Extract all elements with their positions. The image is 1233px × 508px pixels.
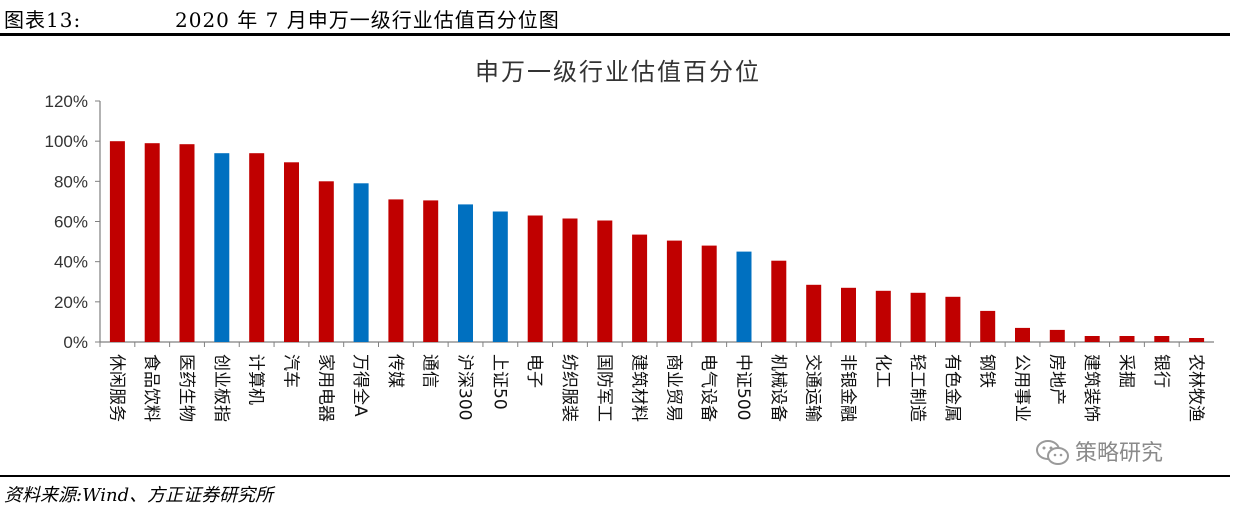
bar-休闲服务 xyxy=(109,141,125,342)
x-tick-label: 传媒 xyxy=(385,354,405,388)
watermark-text: 策略研究 xyxy=(1075,441,1164,466)
bar-机械设备 xyxy=(771,260,787,342)
x-tick-label: 上证50 xyxy=(489,354,509,410)
x-tick-label: 有色金属 xyxy=(942,354,962,422)
x-tick-label: 纺织服装 xyxy=(559,354,579,422)
x-tick-label: 银行 xyxy=(1151,354,1171,388)
bar-采掘 xyxy=(1119,336,1135,342)
bar-交通运输 xyxy=(806,284,822,342)
x-tick-label: 沪深300 xyxy=(455,354,475,420)
y-tick-label: 60% xyxy=(54,213,88,232)
source-note: 资料来源:Wind、方正证券研究所 xyxy=(4,485,274,506)
x-tick-label: 休闲服务 xyxy=(106,354,126,422)
y-tick-label: 100% xyxy=(45,132,88,151)
bar-建筑材料 xyxy=(632,234,648,342)
bar-万得全A xyxy=(353,183,369,342)
bar-计算机 xyxy=(249,153,265,342)
bar-化工 xyxy=(875,290,891,342)
x-tick-label: 商业贸易 xyxy=(663,354,683,422)
x-tick-label: 家用电器 xyxy=(315,354,335,422)
bar-商业贸易 xyxy=(666,240,682,342)
bar-农林牧渔 xyxy=(1189,338,1205,342)
x-tick-label: 中证500 xyxy=(733,354,753,420)
chart-title: 申万一级行业估值百分位 xyxy=(475,58,761,86)
y-tick-label: 0% xyxy=(63,333,88,352)
bar-通信 xyxy=(423,200,439,342)
bar-电气设备 xyxy=(701,245,717,342)
x-tick-label: 通信 xyxy=(420,354,440,388)
bar-沪深300 xyxy=(458,204,473,342)
bar-医药生物 xyxy=(179,144,195,342)
x-tick-label: 计算机 xyxy=(246,354,266,405)
bar-有色金属 xyxy=(945,296,961,342)
bar-传媒 xyxy=(388,199,404,342)
bar-中证500 xyxy=(736,251,752,342)
bar-银行 xyxy=(1154,336,1170,342)
x-tick-label: 电子 xyxy=(524,354,544,388)
x-tick-label: 房地产 xyxy=(1046,354,1066,405)
x-tick-label: 机械设备 xyxy=(768,354,788,422)
figure-title: 2020 年 7 月申万一级行业估值百分位图 xyxy=(175,8,560,32)
x-tick-label: 国防军工 xyxy=(594,354,614,422)
x-tick-label: 轻工制造 xyxy=(907,354,927,422)
top-rule xyxy=(0,33,1230,36)
y-tick-label: 80% xyxy=(54,172,88,191)
figure-header: 图表13: 2020 年 7 月申万一级行业估值百分位图 xyxy=(0,0,1233,34)
x-tick-label: 公用事业 xyxy=(1012,354,1032,422)
bar-建筑装饰 xyxy=(1084,336,1100,342)
bar-国防军工 xyxy=(597,220,613,342)
x-tick-label: 建筑装饰 xyxy=(1081,354,1101,422)
x-tick-label: 交通运输 xyxy=(803,354,823,422)
x-tick-label: 万得全A xyxy=(350,354,370,417)
x-tick-label: 非银金融 xyxy=(838,354,858,422)
bar-轻工制造 xyxy=(910,292,926,342)
wechat-icon xyxy=(1036,440,1069,465)
bars-group xyxy=(109,141,1205,342)
bar-公用事业 xyxy=(1015,327,1030,342)
x-tick-label: 汽车 xyxy=(281,354,301,388)
x-tick-label: 食品饮料 xyxy=(141,354,161,422)
bar-房地产 xyxy=(1049,329,1065,342)
bar-非银金融 xyxy=(841,287,856,342)
y-tick-label: 20% xyxy=(54,293,88,312)
x-tick-label: 医药生物 xyxy=(176,354,196,422)
x-tick-label: 创业板指 xyxy=(211,354,231,422)
y-tick-label: 40% xyxy=(54,253,88,272)
x-tick-label: 农林牧渔 xyxy=(1186,354,1206,422)
bar-创业板指 xyxy=(214,153,230,342)
bar-纺织服装 xyxy=(562,218,578,342)
x-axis-labels: 休闲服务 食品饮料 医药生物 创业板指 计算机 汽车 家用电器 万得全A 传媒 通信 沪深300 上证… xyxy=(99,342,1206,422)
bottom-rule xyxy=(0,475,1230,477)
figure-label: 图表13: xyxy=(4,8,82,32)
x-tick-label: 化工 xyxy=(872,354,892,388)
bar-家用电器 xyxy=(318,181,334,342)
y-tick-label: 120% xyxy=(45,92,88,111)
watermark: 策略研究 xyxy=(1035,435,1205,469)
x-tick-label: 电气设备 xyxy=(698,354,718,422)
bar-食品饮料 xyxy=(144,143,160,342)
bar-汽车 xyxy=(284,162,299,342)
bar-上证50 xyxy=(492,211,508,342)
bar-钢铁 xyxy=(980,310,996,342)
x-tick-label: 采掘 xyxy=(1116,354,1136,388)
bar-电子 xyxy=(527,215,543,342)
bar-chart: 申万一级行业估值百分位 120% 100% 80% 60% 40% 20% 0% 休闲服务食… xyxy=(45,58,1214,422)
x-tick-label: 建筑材料 xyxy=(629,354,649,422)
x-tick-label: 钢铁 xyxy=(977,354,997,388)
